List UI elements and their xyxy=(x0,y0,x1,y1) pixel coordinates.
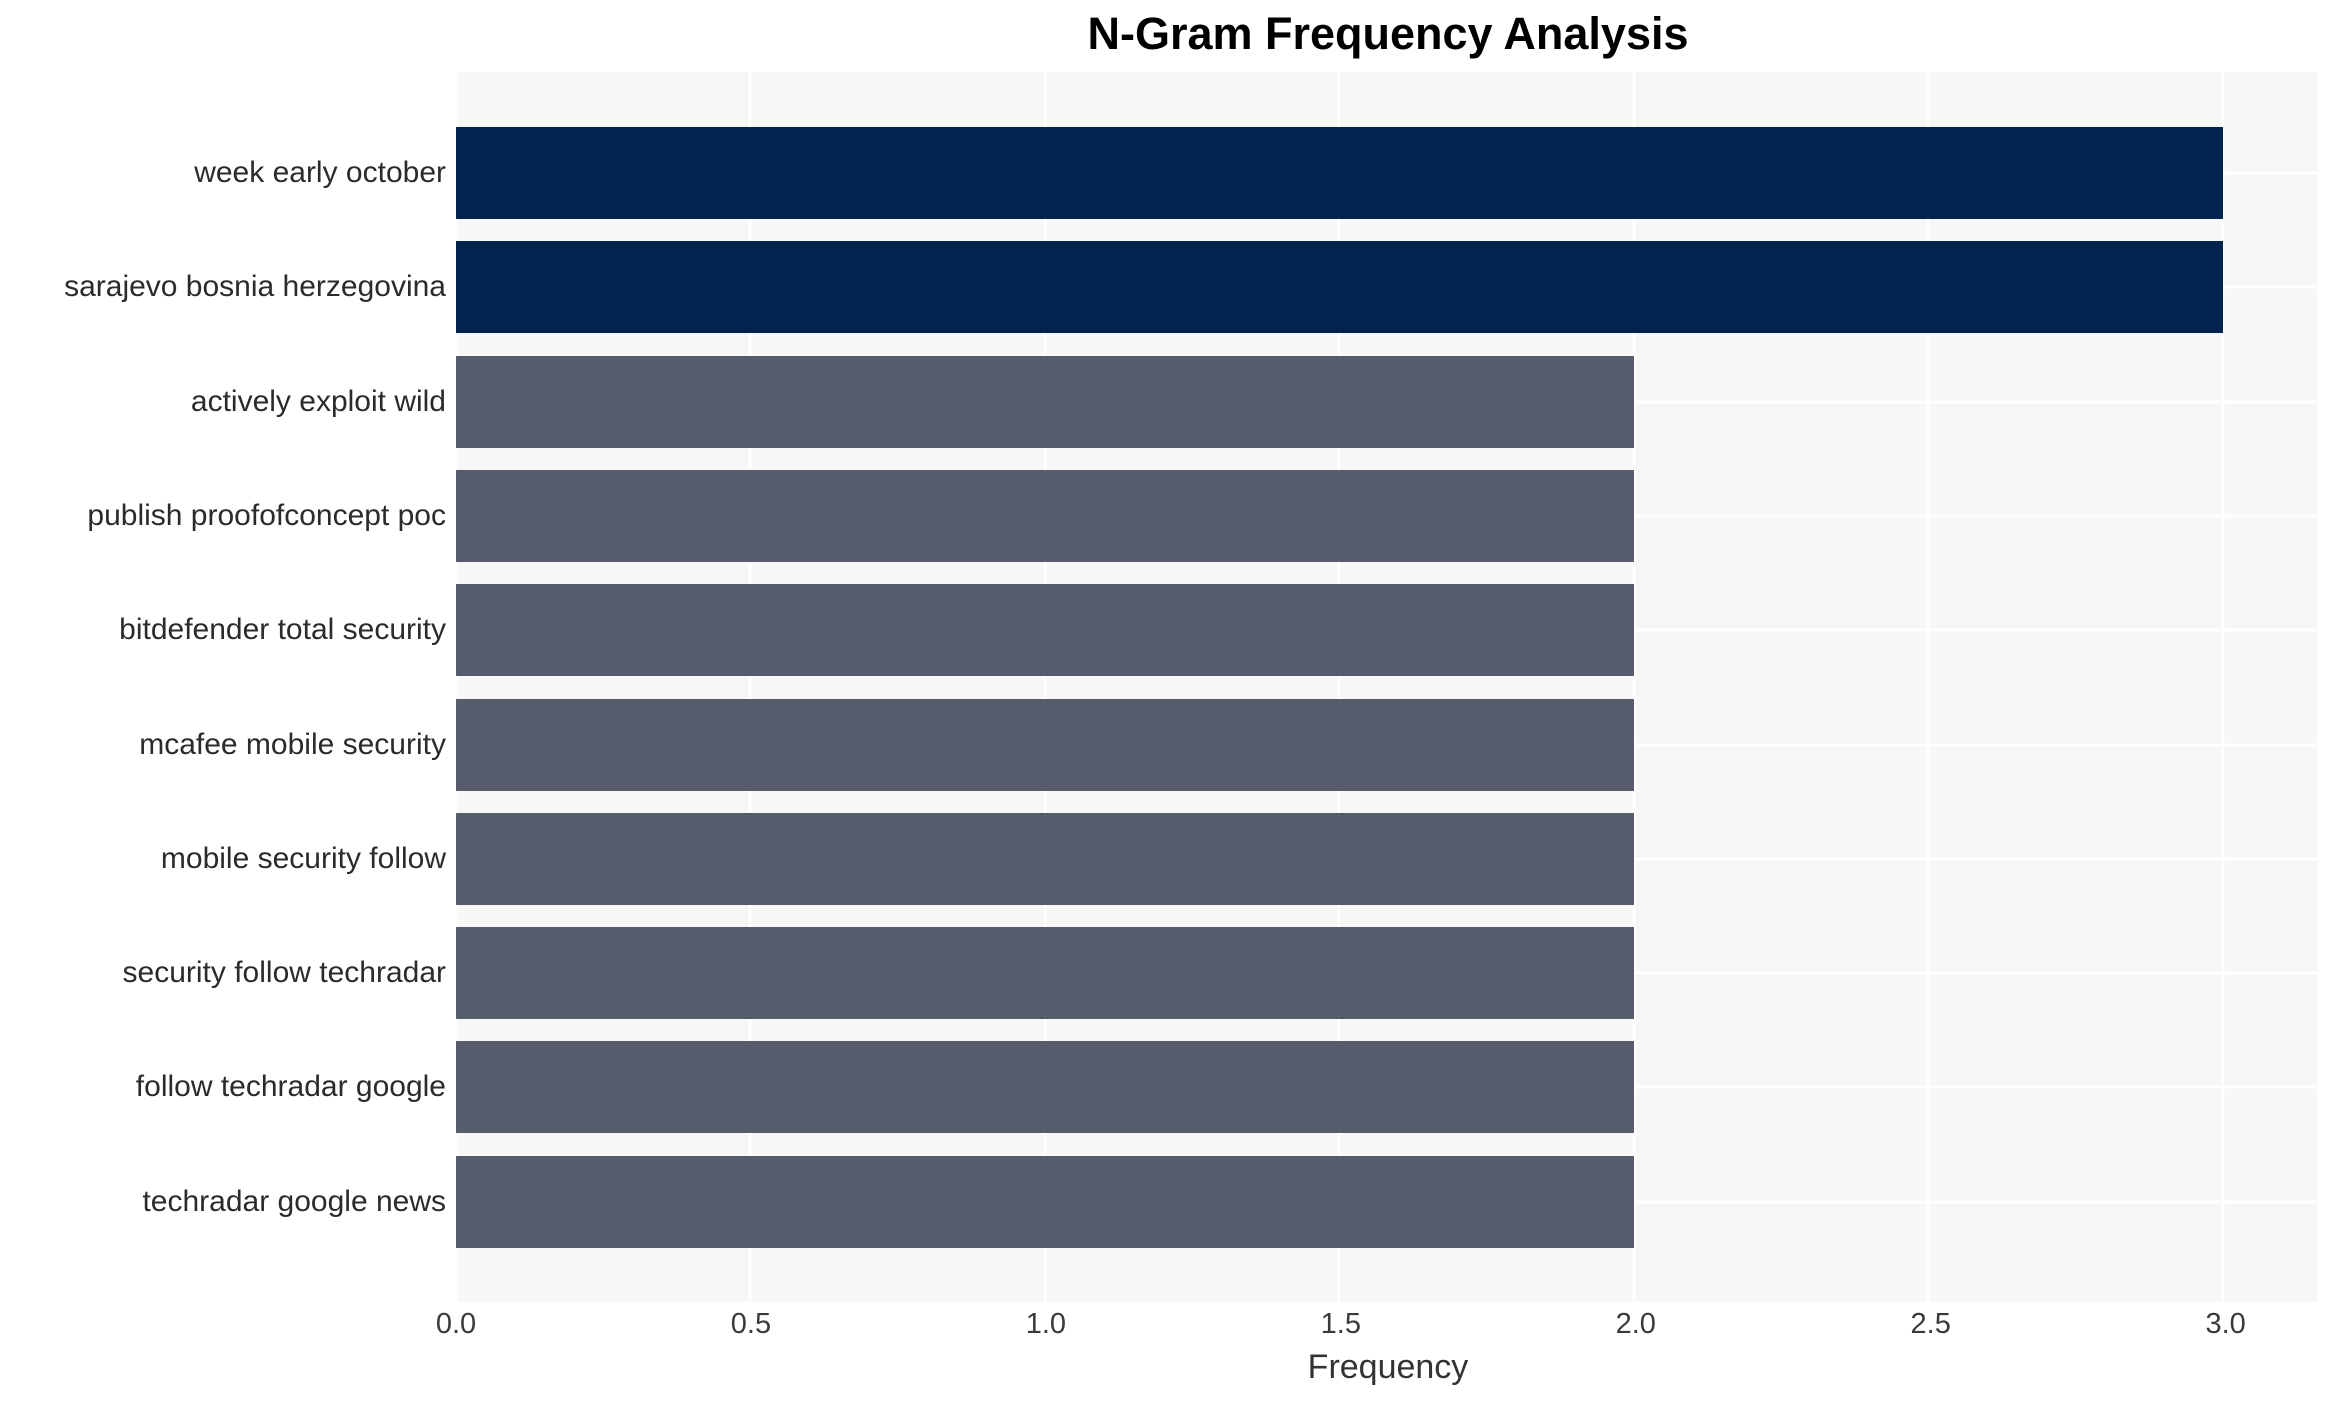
category-label: week early october xyxy=(194,156,446,189)
gridline-vertical xyxy=(2221,72,2225,1302)
plot-area xyxy=(456,72,2320,1302)
x-tick-label: 1.5 xyxy=(1320,1308,1361,1340)
x-axis-label: Frequency xyxy=(1307,1348,1469,1386)
x-tick-label: 2.0 xyxy=(1615,1308,1656,1340)
bar xyxy=(456,812,1634,905)
x-axis-ticks: 0.0 0.5 1.0 1.5 2.0 2.5 3.0 xyxy=(0,1308,2334,1348)
gridline-vertical xyxy=(748,72,752,1302)
bar xyxy=(456,1041,1634,1134)
category-label: mcafee mobile security xyxy=(139,727,446,761)
category-label: bitdefender total security xyxy=(119,613,446,647)
gridline-vertical xyxy=(1632,72,1636,1302)
bar xyxy=(456,1155,1634,1248)
category-label: techradar google news xyxy=(142,1184,446,1218)
gridline-vertical xyxy=(1926,72,1930,1302)
x-tick-label: 2.5 xyxy=(1910,1308,1951,1340)
category-label: actively exploit wild xyxy=(190,384,446,418)
bar xyxy=(456,469,1634,562)
gridline-vertical xyxy=(1337,72,1341,1302)
bar xyxy=(456,927,1634,1020)
category-axis-labels: week early october sarajevo bosnia herzeg… xyxy=(0,72,446,1302)
chart-title: N-Gram Frequency Analysis xyxy=(1087,8,1689,59)
x-tick-label: 0.5 xyxy=(730,1308,772,1340)
bar xyxy=(456,127,2223,219)
category-label: publish proofofconcept poc xyxy=(87,498,446,532)
x-tick-label: 3.0 xyxy=(2205,1308,2246,1340)
x-tick-label: 0.0 xyxy=(435,1308,477,1340)
bar xyxy=(456,241,2223,334)
gridline-vertical xyxy=(1043,72,1047,1302)
category-label: sarajevo bosnia herzegovina xyxy=(64,270,446,304)
bar xyxy=(456,698,1634,791)
category-label: mobile security follow xyxy=(160,841,446,875)
category-label: follow techradar google xyxy=(135,1070,446,1104)
bar xyxy=(456,584,1634,677)
gridline-vertical xyxy=(456,72,458,1302)
bar xyxy=(456,355,1634,448)
x-tick-label: 1.0 xyxy=(1025,1308,1067,1340)
category-label: security follow techradar xyxy=(122,956,446,990)
